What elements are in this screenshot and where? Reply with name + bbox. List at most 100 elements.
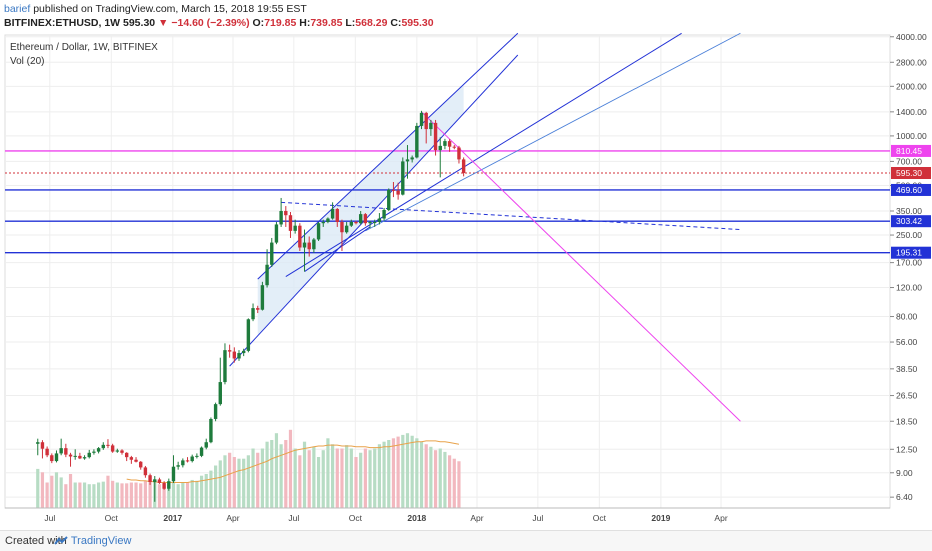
author-link[interactable]: barief [4,3,31,15]
candle-body [256,308,260,310]
volume-bar [410,435,414,508]
candle-body [162,483,166,489]
candle-body [110,445,115,452]
volume-bar [92,484,96,508]
volume-bar [433,450,438,508]
volume-bar [195,480,199,508]
volume-bar [167,485,171,508]
volume-bar [139,483,143,508]
candle-body [176,465,180,467]
y-tick-label: 120.00 [896,283,922,293]
x-tick-label: Jul [288,513,299,523]
candle-body [171,466,176,482]
y-tick-label: 250.00 [896,230,922,240]
level-tag-label: 595.30 [896,168,922,178]
footer-bar: Created with TradingView [0,530,932,551]
candle-body [115,450,120,452]
candle-body [326,218,330,223]
candle-body [120,450,124,453]
candle-body [106,444,110,446]
y-tick-label: 2000.00 [896,81,927,91]
candle-body [73,455,77,457]
volume-bar [64,484,68,508]
y-tick-label: 12.50 [896,444,918,454]
y-tick-label: 56.00 [896,337,918,347]
symbol-line: BITFINEX:ETHUSD, 1W 595.30 ▼ −14.60 (−2.… [4,17,434,29]
channel-fill [257,84,464,336]
y-tick-label: 700.00 [896,156,922,166]
candle-body [461,159,466,174]
volume-bar [73,482,77,508]
volume-bar [401,434,405,508]
candle-body [218,382,222,405]
candle-body [190,456,194,462]
trend-line [229,54,519,367]
volume-bar [457,461,461,508]
candle-body [204,442,208,448]
candle-body [68,454,73,457]
candle-body [209,418,213,443]
candle-body [134,459,138,462]
volume-bar [354,457,358,508]
publish-info: published on TradingView.com, March 15, … [33,3,307,15]
candle-body [265,264,269,286]
volume-bar [120,483,124,508]
x-tick-label: 2018 [407,513,426,523]
level-tag [891,183,931,196]
candle-body [279,210,283,225]
trend-line [285,32,682,277]
x-tick-label: Apr [714,513,727,523]
candle-body [157,479,162,484]
volume-bar [162,485,166,508]
candle-body [45,448,49,456]
candle-body [181,460,185,466]
header-bar: barief published on TradingView.com, Mar… [0,0,932,30]
candle-body [270,242,274,265]
x-tick-label: Oct [105,513,119,523]
volume-bar [298,455,302,508]
candle-body [241,350,246,354]
volume-bar [265,441,269,508]
candle-body [373,222,377,224]
volume-bar [387,440,391,508]
candle-body [452,146,456,148]
volume-bar [115,482,119,508]
volume-bar [143,480,147,508]
volume-bar [452,458,456,508]
series-title: Ethereum / Dollar, 1W, BITFINEX [10,42,158,53]
volume-bar [82,482,87,508]
volume-bar [270,440,274,508]
candle-body [223,350,227,383]
y-tick-label: 18.50 [896,416,918,426]
candle-body [391,189,396,191]
volume-bar [307,450,311,508]
volume-bar [335,448,339,508]
volume-bar [321,450,325,508]
y-tick-label: 26.50 [896,391,918,401]
y-tick-label: 1000.00 [896,131,927,141]
candle-body [387,189,391,210]
chart-area[interactable]: 4000.00 2800.00 2000.00 1400.00 1000.00 700.0… [0,30,932,530]
high-value: 739.85 [310,17,343,29]
tradingview-logo[interactable]: TradingView [54,535,131,547]
pullback-line [304,226,371,272]
x-tick-label: Jul [532,513,543,523]
candle-body [307,242,311,250]
candle-body [284,210,288,216]
publish-line: barief published on TradingView.com, Mar… [4,3,307,15]
y-tick-label: 2800.00 [896,57,927,67]
candle-body [213,404,218,419]
volume-bar [396,436,400,508]
volume-bar [97,482,101,508]
candle-body [185,460,190,462]
price-chart[interactable]: 4000.00 2800.00 2000.00 1400.00 1000.00 700.0… [0,30,932,530]
x-tick-label: Oct [349,513,363,523]
open-label: O: [252,17,265,29]
candle-body [358,214,363,224]
candle-body [237,353,241,359]
x-tick-label: Apr [226,513,239,523]
candle-body [64,448,68,455]
tradingview-brand: TradingView [70,535,132,547]
candle-body [354,222,358,224]
candle-body [368,222,372,224]
